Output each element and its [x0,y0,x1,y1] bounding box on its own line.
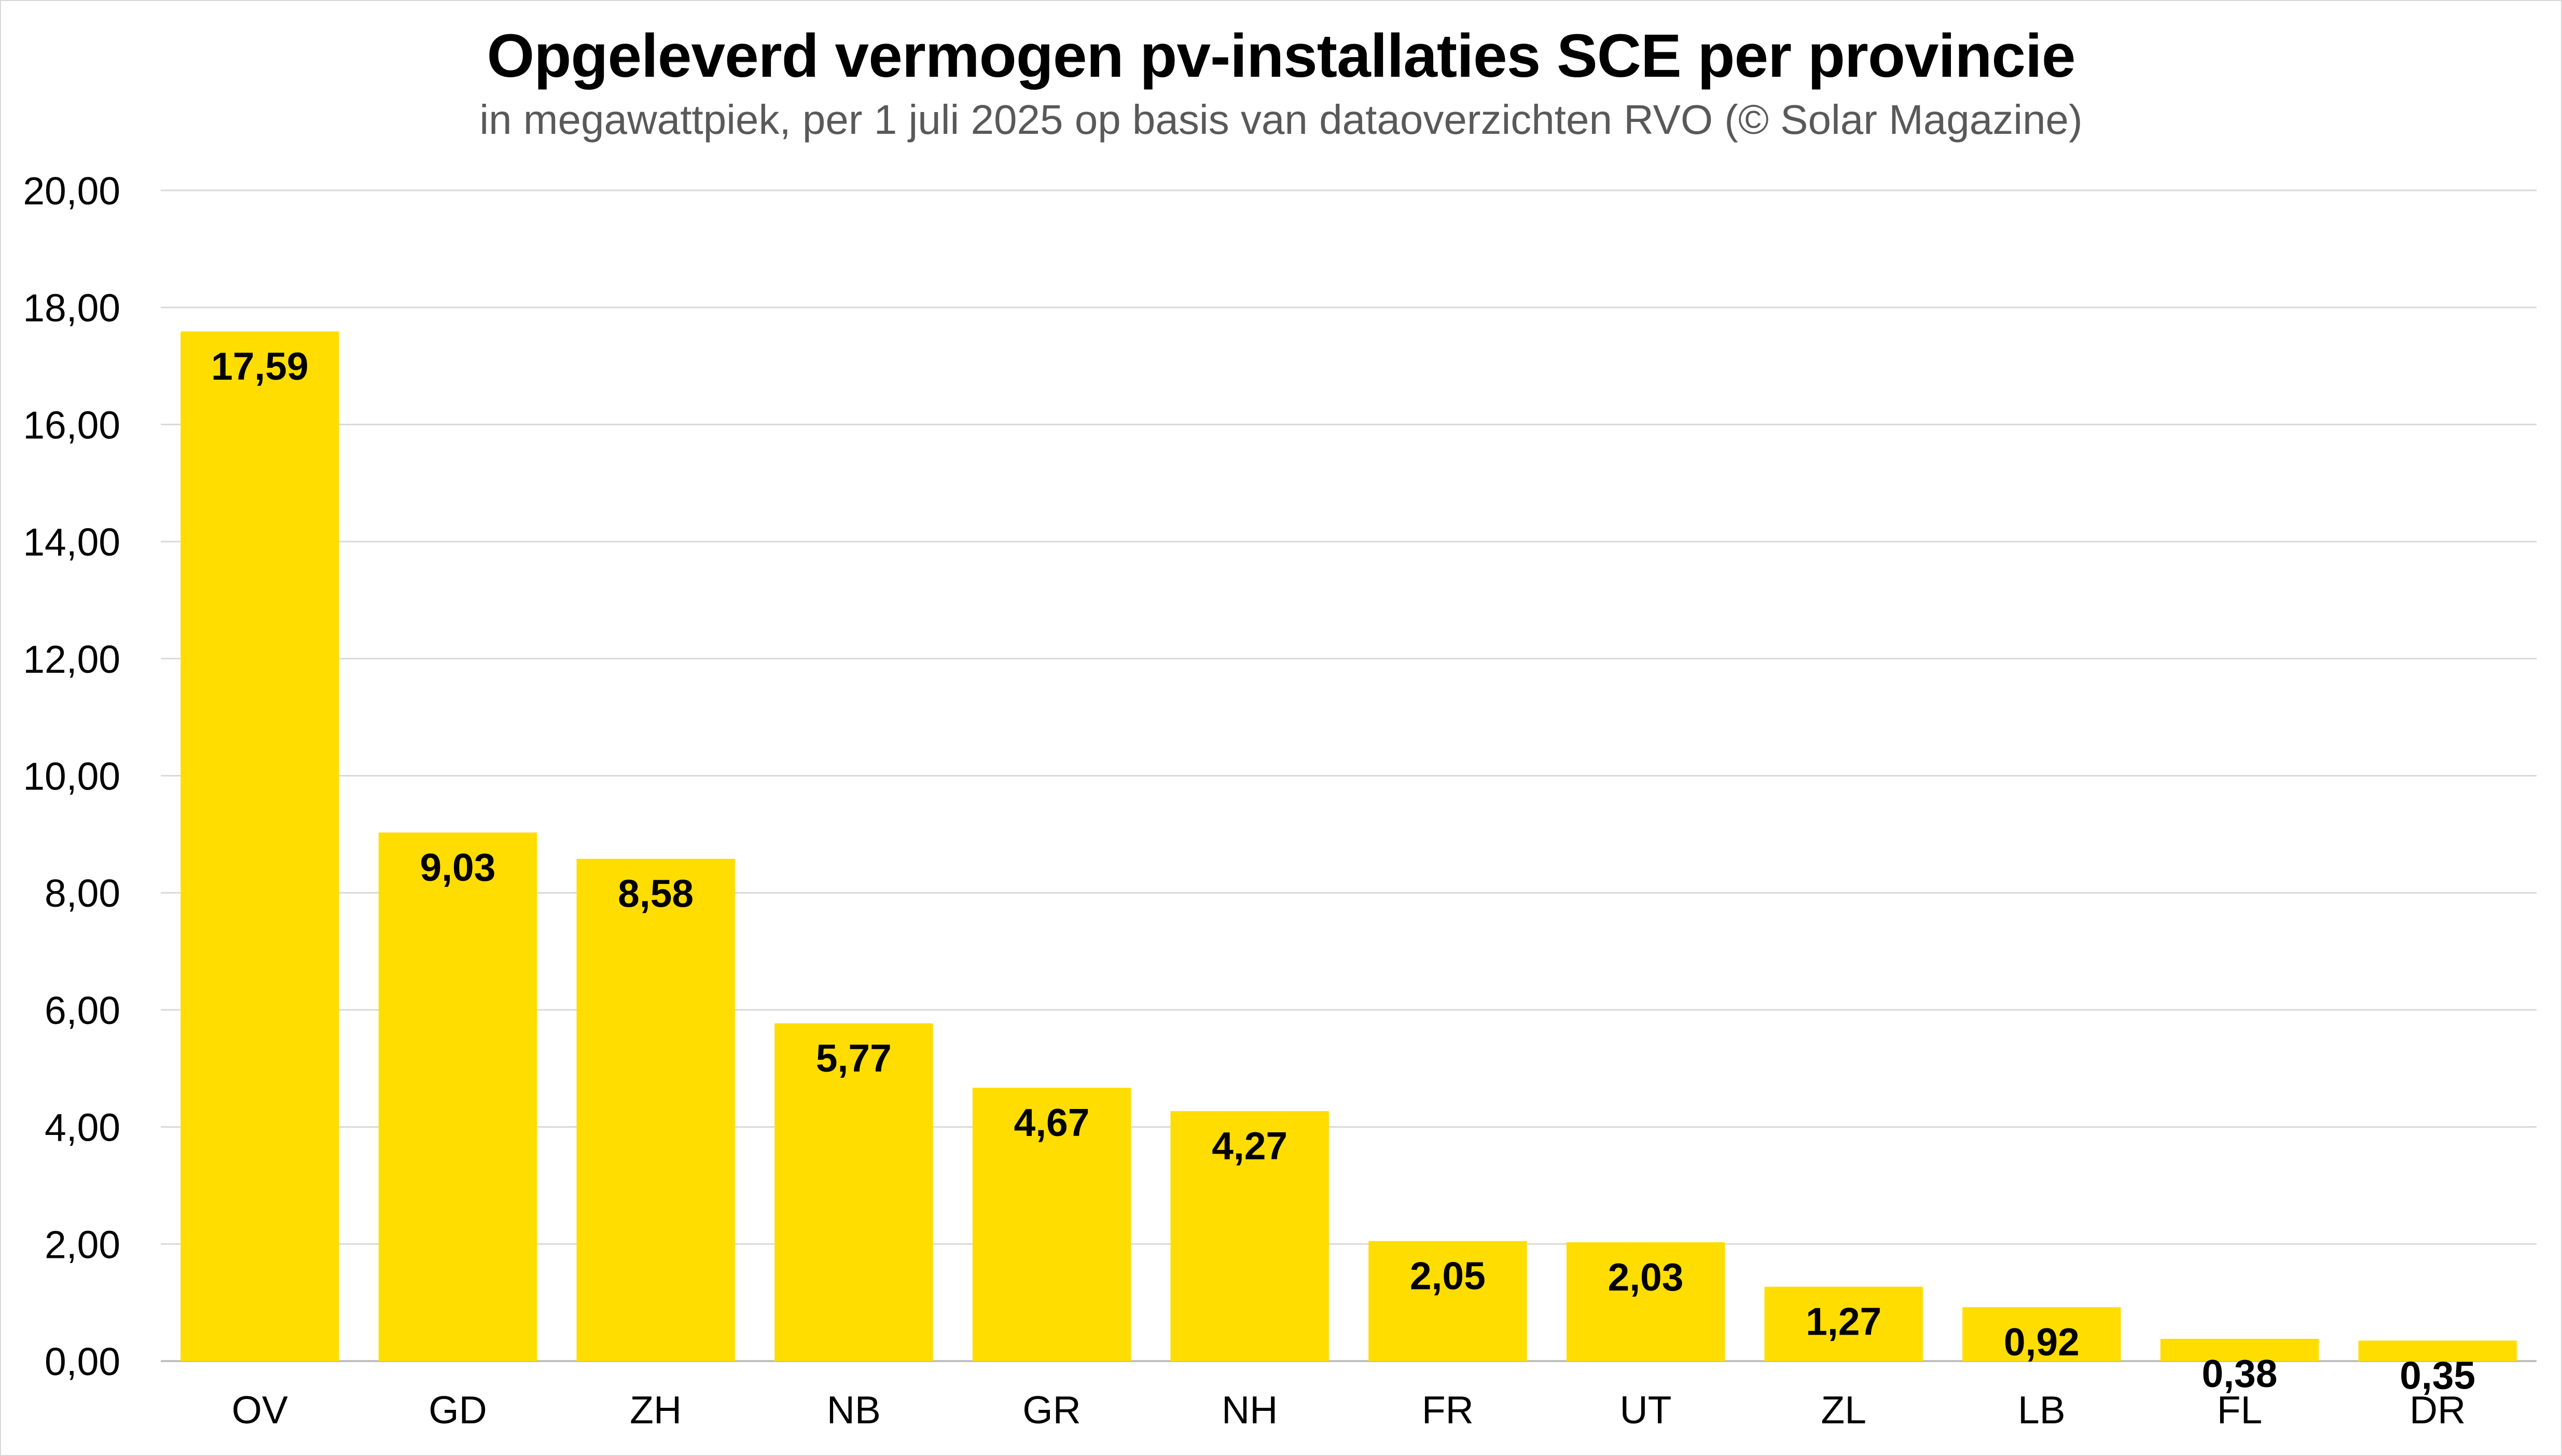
chart-title: Opgeleverd vermogen pv-installaties SCE … [487,22,2076,90]
bar-fl [2160,1339,2319,1361]
bar-lb [1962,1307,2121,1361]
x-tick-label: OV [232,1388,288,1432]
y-tick-label: 14,00 [23,520,120,564]
data-label: 9,03 [420,845,496,889]
data-label: 2,05 [1410,1254,1486,1298]
bar-fr [1368,1241,1527,1361]
data-label: 5,77 [816,1036,892,1080]
bar-ov [181,331,339,1361]
x-tick-label: FR [1422,1388,1474,1432]
bar-nh [1170,1111,1329,1361]
x-tick-label: ZL [1821,1388,1866,1432]
x-tick-label: LB [2018,1388,2066,1432]
y-tick-label: 18,00 [23,286,120,330]
data-label: 8,58 [618,872,694,916]
x-tick-label: GR [1022,1388,1081,1432]
chart-subtitle: in megawattpiek, per 1 juli 2025 op basi… [479,96,2083,143]
x-tick-label: ZH [630,1388,682,1432]
x-axis-ticks: OV GD ZH NB GR NH FR UT ZL LB FL DR [232,1388,2466,1432]
bar-ut [1566,1242,1725,1361]
x-tick-label: UT [1620,1388,1672,1432]
y-axis-ticks: 0,00 2,00 4,00 6,00 8,00 10,00 12,00 14,00 16,00… [23,169,120,1383]
bars [181,331,2517,1361]
data-label: 0,38 [2202,1352,2278,1395]
data-label: 4,27 [1212,1124,1287,1168]
bar-zl [1764,1286,1923,1361]
y-tick-label: 2,00 [45,1223,120,1266]
data-label: 1,27 [1806,1300,1881,1343]
data-labels: 17,59 9,03 8,58 5,77 4,67 4,27 2,05 2,03 1,27 0,9… [211,344,2475,1397]
y-tick-label: 10,00 [23,755,120,798]
bar-dr [2358,1340,2517,1361]
data-label: 0,92 [2004,1320,2080,1364]
bar-nb [774,1023,933,1361]
data-label: 2,03 [1608,1255,1684,1299]
data-label: 4,67 [1014,1101,1090,1144]
bar-gd [378,832,537,1361]
data-label: 17,59 [211,344,309,388]
y-tick-label: 12,00 [23,637,120,681]
y-tick-label: 6,00 [45,989,120,1032]
x-tick-label: NB [827,1388,881,1432]
data-label: 0,35 [2400,1354,2475,1397]
x-tick-label: GD [428,1388,487,1432]
x-tick-label: NH [1222,1388,1278,1432]
x-tick-label: FL [2217,1388,2263,1432]
bar-gr [972,1087,1131,1361]
bar-zh [576,858,735,1361]
y-tick-label: 16,00 [23,403,120,447]
y-tick-label: 20,00 [23,169,120,213]
y-tick-label: 8,00 [45,871,120,915]
y-tick-label: 0,00 [45,1340,120,1383]
x-tick-label: DR [2409,1388,2466,1432]
gridlines [161,189,2537,1362]
y-tick-label: 4,00 [45,1106,120,1149]
